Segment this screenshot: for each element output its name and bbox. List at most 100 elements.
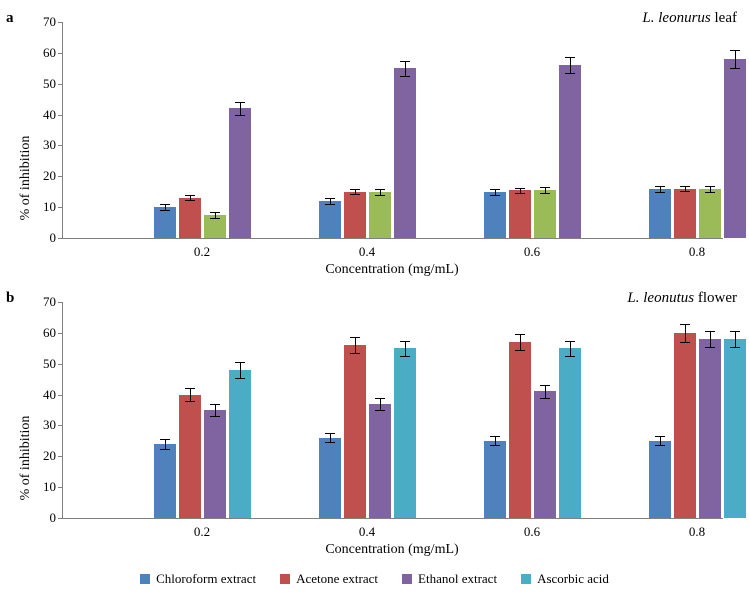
error-cap <box>540 385 550 386</box>
y-tick <box>58 176 62 177</box>
y-tick-label: 70 <box>18 14 56 30</box>
error-cap <box>680 186 690 187</box>
bar-a-ethanol_green <box>699 189 721 238</box>
error-bar <box>660 436 661 445</box>
error-cap <box>235 102 245 103</box>
error-cap <box>515 188 525 189</box>
error-cap <box>325 204 335 205</box>
bar-a-chloroform <box>319 201 341 238</box>
error-bar <box>240 362 241 377</box>
bar-b-acetone <box>344 345 366 518</box>
legend-swatch <box>280 574 290 584</box>
error-cap <box>680 324 690 325</box>
error-bar <box>685 324 686 343</box>
error-cap <box>185 388 195 389</box>
y-tick-label: 0 <box>18 510 56 526</box>
error-bar <box>735 331 736 346</box>
panel-b: bL. leonutus flower010203040506070% of i… <box>0 280 749 560</box>
error-cap <box>655 186 665 187</box>
error-cap <box>655 436 665 437</box>
bar-a-ethanol_purple <box>724 59 746 238</box>
error-bar <box>405 341 406 356</box>
error-cap <box>400 356 410 357</box>
error-cap <box>490 195 500 196</box>
error-cap <box>325 198 335 199</box>
error-cap <box>375 398 385 399</box>
y-tick <box>58 115 62 116</box>
error-bar <box>710 331 711 346</box>
bar-a-acetone <box>509 190 531 238</box>
bar-b-acetone <box>509 342 531 518</box>
y-tick <box>58 238 62 239</box>
y-tick <box>58 487 62 488</box>
error-bar <box>570 57 571 72</box>
bar-a-chloroform <box>484 192 506 238</box>
error-bar <box>240 102 241 114</box>
panel-label-a: a <box>6 10 14 27</box>
error-cap <box>655 445 665 446</box>
error-bar <box>190 388 191 400</box>
legend-swatch <box>402 574 412 584</box>
error-cap <box>565 356 575 357</box>
error-bar <box>355 337 356 352</box>
error-cap <box>490 189 500 190</box>
x-tick-label: 0.4 <box>359 524 375 540</box>
legend-label: Chloroform extract <box>156 571 256 586</box>
legend-label: Ethanol extract <box>418 571 497 586</box>
error-cap <box>185 200 195 201</box>
legend-swatch <box>521 574 531 584</box>
error-cap <box>705 347 715 348</box>
error-cap <box>730 347 740 348</box>
error-cap <box>235 115 245 116</box>
error-cap <box>400 61 410 62</box>
x-tick-label: 0.8 <box>689 244 705 260</box>
error-cap <box>565 57 575 58</box>
error-cap <box>540 398 550 399</box>
error-cap <box>210 218 220 219</box>
error-bar <box>520 334 521 349</box>
error-cap <box>185 195 195 196</box>
error-cap <box>705 186 715 187</box>
legend-item-chloroform: Chloroform extract <box>140 570 256 587</box>
bar-a-acetone <box>674 189 696 238</box>
error-cap <box>235 378 245 379</box>
bar-a-ethanol_green <box>369 192 391 238</box>
y-tick-label: 50 <box>18 356 56 372</box>
y-tick <box>58 145 62 146</box>
bar-b-ascorbic <box>724 339 746 518</box>
error-cap <box>325 433 335 434</box>
error-cap <box>160 439 170 440</box>
error-bar <box>570 341 571 356</box>
error-bar <box>545 385 546 397</box>
bar-b-chloroform <box>484 441 506 518</box>
x-tick-label: 0.4 <box>359 244 375 260</box>
error-bar <box>405 61 406 76</box>
y-axis-title: % of inhibition <box>18 416 34 501</box>
error-cap <box>375 195 385 196</box>
error-cap <box>490 445 500 446</box>
error-cap <box>680 191 690 192</box>
error-cap <box>730 68 740 69</box>
error-bar <box>735 50 736 69</box>
bar-b-chloroform <box>319 438 341 518</box>
legend-item-ascorbic: Ascorbic acid <box>521 570 609 587</box>
bar-a-chloroform <box>154 207 176 238</box>
error-bar <box>495 436 496 445</box>
y-tick <box>58 364 62 365</box>
bar-b-ascorbic <box>394 348 416 518</box>
error-cap <box>515 334 525 335</box>
error-cap <box>350 337 360 338</box>
error-bar <box>330 433 331 442</box>
legend: Chloroform extractAcetone extractEthanol… <box>0 570 749 587</box>
error-cap <box>325 442 335 443</box>
y-tick <box>58 53 62 54</box>
error-cap <box>515 193 525 194</box>
y-axis-title: % of inhibition <box>18 136 34 221</box>
bar-b-acetone <box>179 395 201 518</box>
error-cap <box>210 212 220 213</box>
panel-a: aL. leonurus leaf010203040506070% of inh… <box>0 0 749 280</box>
error-cap <box>540 193 550 194</box>
error-cap <box>705 192 715 193</box>
error-cap <box>565 341 575 342</box>
error-cap <box>350 194 360 195</box>
